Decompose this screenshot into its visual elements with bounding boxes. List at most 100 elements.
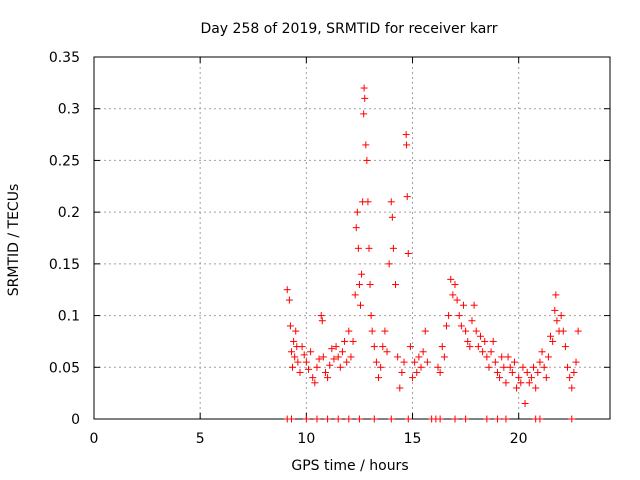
data-point	[447, 275, 455, 283]
data-point	[362, 141, 370, 149]
data-point	[417, 363, 425, 371]
data-point	[547, 332, 555, 340]
data-point	[434, 363, 442, 371]
data-point	[498, 353, 506, 361]
chart-title: Day 258 of 2019, SRMTID for receiver kar…	[200, 21, 497, 37]
data-point	[313, 415, 321, 423]
data-point	[489, 337, 497, 345]
y-tick-label: 0.3	[58, 102, 80, 118]
data-point	[564, 363, 572, 371]
data-point	[445, 312, 453, 320]
data-point	[423, 358, 431, 366]
data-point	[551, 306, 559, 314]
data-point	[302, 358, 310, 366]
data-point	[355, 281, 363, 289]
data-point	[394, 353, 402, 361]
data-point	[436, 415, 444, 423]
data-point	[527, 374, 535, 382]
data-point	[572, 358, 580, 366]
data-point	[366, 281, 374, 289]
y-tick-label: 0.35	[49, 50, 80, 66]
data-point	[330, 355, 338, 363]
y-tick-label: 0.25	[49, 153, 80, 169]
x-tick-label: 5	[196, 431, 205, 447]
data-point	[532, 384, 540, 392]
data-point	[326, 361, 334, 369]
data-point	[358, 270, 366, 278]
data-point	[332, 343, 340, 351]
y-tick-label: 0.2	[58, 205, 80, 221]
data-point	[538, 348, 546, 356]
data-point	[515, 374, 523, 382]
data-point	[360, 84, 368, 92]
data-point	[479, 348, 487, 356]
data-point	[352, 224, 360, 232]
data-point	[513, 384, 521, 392]
data-point	[464, 337, 472, 345]
data-point	[286, 322, 294, 330]
x-axis-label: GPS time / hours	[291, 458, 408, 474]
data-point	[462, 327, 470, 335]
data-point	[487, 348, 495, 356]
data-point	[360, 110, 368, 118]
data-point	[300, 351, 308, 359]
data-point	[367, 312, 375, 320]
data-point	[341, 337, 349, 345]
data-point	[287, 415, 295, 423]
data-point	[347, 353, 355, 361]
data-point	[468, 317, 476, 325]
data-points	[283, 84, 582, 423]
data-point	[354, 244, 362, 252]
data-point	[368, 327, 376, 335]
y-tick-label: 0.05	[49, 360, 80, 376]
data-point	[504, 353, 512, 361]
data-point	[319, 353, 327, 361]
data-point	[472, 327, 480, 335]
data-point	[298, 343, 306, 351]
data-point	[570, 368, 578, 376]
data-point	[324, 415, 332, 423]
data-point	[493, 415, 501, 423]
data-point	[459, 301, 467, 309]
data-point	[491, 358, 499, 366]
data-point	[449, 291, 457, 299]
data-point	[313, 363, 321, 371]
data-point	[403, 141, 411, 149]
data-point	[438, 343, 446, 351]
data-point	[345, 327, 353, 335]
data-point	[536, 415, 544, 423]
data-point	[406, 343, 414, 351]
data-point	[402, 131, 410, 139]
data-point	[294, 358, 302, 366]
data-point	[510, 358, 518, 366]
data-point	[470, 301, 478, 309]
data-point	[383, 348, 391, 356]
data-point	[285, 296, 293, 304]
data-point	[283, 286, 291, 294]
data-point	[481, 337, 489, 345]
data-point	[287, 348, 295, 356]
data-point	[534, 368, 542, 376]
data-point	[549, 337, 557, 345]
data-point	[568, 384, 576, 392]
data-point	[321, 368, 329, 376]
data-point	[400, 358, 408, 366]
data-point	[385, 260, 393, 268]
data-point	[413, 368, 421, 376]
data-point	[462, 415, 470, 423]
data-point	[519, 363, 527, 371]
data-point	[343, 358, 351, 366]
data-point	[349, 337, 357, 345]
data-point	[396, 384, 404, 392]
data-point	[502, 415, 510, 423]
data-point	[338, 348, 346, 356]
data-point	[336, 363, 344, 371]
data-point	[361, 94, 369, 102]
x-tick-label: 0	[90, 431, 99, 447]
data-point	[553, 317, 561, 325]
data-point	[442, 322, 450, 330]
data-point	[370, 415, 378, 423]
data-point	[415, 353, 423, 361]
data-point	[387, 198, 395, 206]
x-tick-label: 10	[297, 431, 315, 447]
